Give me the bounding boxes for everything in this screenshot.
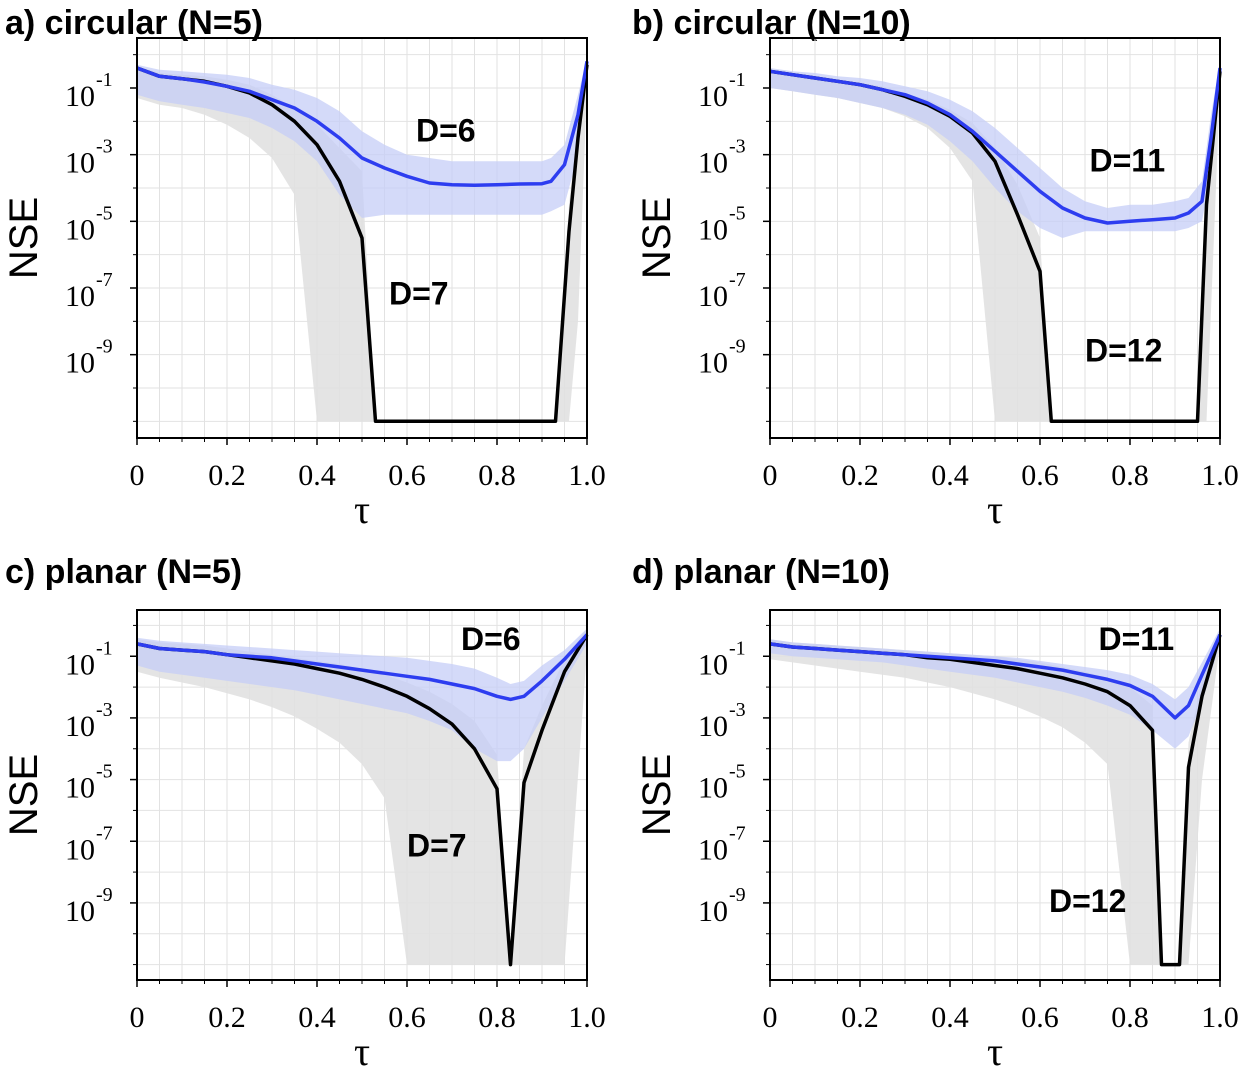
y-tick-exponent: -7 bbox=[729, 269, 746, 291]
band-d-6 bbox=[137, 628, 587, 762]
x-tick-label: 1.0 bbox=[568, 459, 606, 492]
y-tick-label: 10 bbox=[65, 648, 95, 681]
y-tick-exponent: -5 bbox=[729, 202, 746, 224]
series-label-d-11: D=11 bbox=[1090, 142, 1166, 178]
band-d-12 bbox=[770, 628, 1220, 965]
y-tick-exponent: -1 bbox=[729, 69, 746, 91]
y-tick-label: 10 bbox=[65, 213, 95, 246]
panel-c: c) planar (N=5)0 0.2 0.4 0.6 0.8 1.010 -110 -31… bbox=[2, 553, 606, 1074]
x-tick-label: 0.8 bbox=[1111, 1001, 1149, 1034]
series-label-d-7: D=7 bbox=[389, 276, 449, 312]
y-tick-label: 10 bbox=[65, 80, 95, 113]
x-tick-label: 0 bbox=[763, 1001, 778, 1034]
panel-b: b) circular (N=10)0 0.2 0.4 0.6 0.8 1.010 -110… bbox=[632, 4, 1239, 532]
x-tick-label: 0.6 bbox=[388, 459, 426, 492]
y-tick-label: 10 bbox=[65, 347, 95, 380]
x-tick-label: 0.2 bbox=[841, 1001, 879, 1034]
y-tick-exponent: -7 bbox=[96, 269, 113, 291]
y-tick-exponent: -3 bbox=[96, 136, 113, 158]
x-axis-label: τ bbox=[987, 487, 1003, 532]
y-tick-exponent: -1 bbox=[96, 69, 113, 91]
y-tick-exponent: -9 bbox=[96, 336, 113, 358]
line-d-6 bbox=[136, 633, 589, 702]
x-tick-label: 0.6 bbox=[388, 1001, 426, 1034]
y-tick-exponent: -3 bbox=[729, 699, 746, 721]
series-label-d-12: D=12 bbox=[1049, 883, 1126, 919]
y-tick-label: 10 bbox=[698, 80, 728, 113]
y-tick-label: 10 bbox=[698, 213, 728, 246]
x-axis-label: τ bbox=[354, 487, 370, 532]
y-tick-label: 10 bbox=[698, 347, 728, 380]
panel-title: d) planar (N=10) bbox=[632, 553, 890, 591]
y-tick-label: 10 bbox=[698, 710, 728, 743]
y-tick-exponent: -7 bbox=[729, 822, 746, 844]
x-tick-label: 1.0 bbox=[1201, 1001, 1239, 1034]
x-tick-label: 0 bbox=[763, 459, 778, 492]
y-tick-label: 10 bbox=[65, 895, 95, 928]
x-tick-label: 0.2 bbox=[208, 459, 246, 492]
y-tick-exponent: -5 bbox=[729, 761, 746, 783]
x-tick-label: 0.2 bbox=[208, 1001, 246, 1034]
x-tick-label: 0.2 bbox=[841, 459, 879, 492]
y-tick-label: 10 bbox=[698, 648, 728, 681]
band-d-6 bbox=[137, 58, 587, 218]
line-d-11 bbox=[769, 67, 1222, 225]
x-axis-label: τ bbox=[354, 1029, 370, 1074]
x-tick-label: 0.8 bbox=[478, 459, 516, 492]
x-tick-label: 0.4 bbox=[931, 459, 969, 492]
y-axis-label: NSE bbox=[2, 754, 46, 836]
y-axis-label: NSE bbox=[635, 197, 679, 279]
y-tick-label: 10 bbox=[698, 280, 728, 313]
y-tick-exponent: -3 bbox=[96, 699, 113, 721]
panel-title: b) circular (N=10) bbox=[632, 4, 911, 42]
series-label-d-12: D=12 bbox=[1085, 332, 1162, 368]
x-tick-label: 0.4 bbox=[298, 459, 336, 492]
y-axis-label: NSE bbox=[2, 197, 46, 279]
line-d-6 bbox=[136, 61, 589, 188]
y-tick-exponent: -1 bbox=[96, 637, 113, 659]
y-tick-exponent: -9 bbox=[729, 336, 746, 358]
x-tick-label: 0 bbox=[130, 459, 145, 492]
band-d-12 bbox=[770, 64, 1220, 422]
band-d-11 bbox=[770, 628, 1220, 749]
x-tick-label: 0.8 bbox=[478, 1001, 516, 1034]
y-tick-exponent: -3 bbox=[729, 136, 746, 158]
x-tick-label: 1.0 bbox=[1201, 459, 1239, 492]
y-tick-exponent: -1 bbox=[729, 637, 746, 659]
y-tick-label: 10 bbox=[65, 710, 95, 743]
y-tick-exponent: -9 bbox=[729, 884, 746, 906]
x-tick-label: 0.4 bbox=[298, 1001, 336, 1034]
y-tick-label: 10 bbox=[65, 280, 95, 313]
x-tick-label: 0.8 bbox=[1111, 459, 1149, 492]
x-tick-label: 1.0 bbox=[568, 1001, 606, 1034]
series-label-d-7: D=7 bbox=[407, 828, 467, 864]
y-tick-exponent: -9 bbox=[96, 884, 113, 906]
y-tick-label: 10 bbox=[698, 833, 728, 866]
series-label-d-11: D=11 bbox=[1099, 621, 1175, 657]
x-tick-label: 0 bbox=[130, 1001, 145, 1034]
series-label-d-6: D=6 bbox=[461, 621, 521, 657]
y-tick-label: 10 bbox=[65, 833, 95, 866]
panel-a: a) circular (N=5)0 0.2 0.4 0.6 0.8 1.010 -110-… bbox=[2, 4, 606, 532]
y-tick-label: 10 bbox=[65, 772, 95, 805]
panel-d: d) planar (N=10)0 0.2 0.4 0.6 0.8 1.010-110-3… bbox=[632, 553, 1239, 1074]
x-axis-label: τ bbox=[987, 1029, 1003, 1074]
y-tick-exponent: -7 bbox=[96, 822, 113, 844]
y-tick-label: 10 bbox=[698, 147, 728, 180]
y-tick-exponent: -5 bbox=[96, 761, 113, 783]
x-tick-label: 0.4 bbox=[931, 1001, 969, 1034]
x-tick-label: 0.6 bbox=[1021, 459, 1059, 492]
y-tick-label: 10 bbox=[698, 895, 728, 928]
y-tick-exponent: -5 bbox=[96, 202, 113, 224]
series-label-d-6: D=6 bbox=[416, 112, 476, 148]
y-tick-label: 10 bbox=[698, 772, 728, 805]
y-tick-label: 10 bbox=[65, 147, 95, 180]
panel-title: c) planar (N=5) bbox=[5, 553, 242, 591]
y-axis-label: NSE bbox=[635, 754, 679, 836]
line-d-11 bbox=[769, 633, 1222, 720]
x-tick-label: 0.6 bbox=[1021, 1001, 1059, 1034]
panel-title: a) circular (N=5) bbox=[5, 4, 263, 42]
band-d-7 bbox=[137, 628, 587, 965]
